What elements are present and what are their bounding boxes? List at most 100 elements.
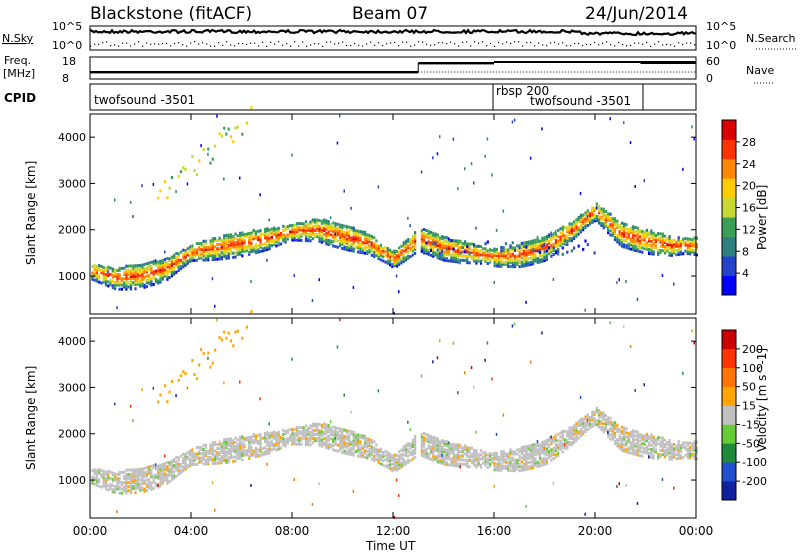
velocity-cell xyxy=(277,439,280,443)
power-cell xyxy=(259,229,262,233)
velocity-cell xyxy=(102,476,105,480)
nsearch-point xyxy=(250,42,252,44)
velocity-cell xyxy=(652,442,655,445)
nsearch-label: N.Search xyxy=(746,32,796,45)
power-cell xyxy=(145,281,148,284)
power-cell xyxy=(166,269,169,273)
power-cell xyxy=(354,239,358,243)
power-cell xyxy=(436,243,439,247)
power-cell xyxy=(554,245,558,249)
power-cell xyxy=(677,248,680,252)
power-cell xyxy=(454,256,458,260)
velocity-cell xyxy=(334,434,337,438)
velocity-cell xyxy=(134,476,137,480)
power-cell xyxy=(543,240,546,244)
power-cell xyxy=(661,242,664,246)
velocity-cell xyxy=(523,458,526,461)
power-cell xyxy=(241,233,244,237)
power-cell xyxy=(593,215,596,219)
power-cell xyxy=(157,266,160,270)
power-cell xyxy=(173,270,176,274)
power-cell xyxy=(579,215,582,219)
velocity-cell xyxy=(200,452,203,456)
power-cell xyxy=(164,268,167,272)
power-cell xyxy=(252,247,255,251)
power-cell xyxy=(475,249,478,253)
power-cell xyxy=(227,256,230,260)
colorbar-swatch xyxy=(722,481,736,501)
power-cell xyxy=(166,196,169,200)
nsearch-point xyxy=(334,43,336,45)
velocity-cell xyxy=(264,433,267,437)
velocity-cell xyxy=(554,434,557,437)
velocity-cell xyxy=(298,442,301,446)
velocity-cell xyxy=(593,421,596,425)
power-cell xyxy=(470,255,473,259)
velocity-cell xyxy=(411,449,414,453)
power-cell xyxy=(173,253,176,257)
power-cell xyxy=(511,254,514,258)
velocity-cell xyxy=(350,410,352,414)
velocity-cell xyxy=(643,451,646,455)
power-cell xyxy=(229,235,233,239)
power-cell xyxy=(93,272,96,276)
velocity-cell xyxy=(693,452,696,456)
power-cell xyxy=(150,260,153,264)
nsearch-point xyxy=(602,42,604,44)
power-cell xyxy=(677,244,680,248)
power-cell xyxy=(648,233,651,237)
velocity-cell xyxy=(225,336,228,340)
power-cell xyxy=(173,260,176,264)
velocity-cell xyxy=(123,481,126,485)
velocity-cell xyxy=(348,440,351,444)
power-cell xyxy=(554,232,558,236)
power-cell xyxy=(211,245,214,249)
velocity-cell xyxy=(164,464,167,468)
power-cell xyxy=(214,144,217,148)
power-cell xyxy=(214,253,217,257)
power-cell xyxy=(273,239,276,243)
power-cell xyxy=(668,253,671,257)
power-cell xyxy=(575,230,578,234)
power-cell xyxy=(659,236,662,240)
velocity-cell xyxy=(389,463,392,467)
power-cell xyxy=(318,233,321,237)
velocity-cell xyxy=(573,428,576,432)
nsearch-point xyxy=(590,44,592,46)
power-cell xyxy=(495,262,498,266)
power-cell xyxy=(695,236,698,240)
power-cell xyxy=(320,240,323,244)
power-cell xyxy=(613,238,617,242)
power-cell xyxy=(598,205,601,208)
velocity-cell xyxy=(175,468,178,472)
power-cell xyxy=(350,236,353,240)
power-cell xyxy=(573,228,576,232)
power-cell xyxy=(234,247,237,251)
power-cell xyxy=(236,253,239,257)
power-cell xyxy=(666,247,669,251)
power-cell xyxy=(114,283,117,286)
velocity-cell xyxy=(554,438,558,442)
power-cell xyxy=(125,283,128,287)
power-cell xyxy=(448,259,451,263)
velocity-cell xyxy=(366,453,369,457)
power-cell xyxy=(638,246,642,249)
power-cell xyxy=(93,278,96,282)
velocity-cell xyxy=(384,464,387,468)
power-cell xyxy=(629,241,632,245)
velocity-cell xyxy=(623,430,626,434)
velocity-cell xyxy=(584,427,587,431)
velocity-cell xyxy=(439,459,442,463)
power-cell xyxy=(459,258,462,262)
power-cell xyxy=(248,232,251,235)
power-cell xyxy=(641,242,644,246)
power-cell xyxy=(134,278,137,282)
velocity-cell xyxy=(454,445,458,449)
velocity-cell xyxy=(177,466,180,470)
power-cell xyxy=(409,238,412,242)
velocity-cell xyxy=(468,465,471,469)
velocity-panel-bg xyxy=(90,318,696,518)
velocity-cell xyxy=(425,449,428,453)
velocity-cell xyxy=(404,443,408,447)
power-cell xyxy=(620,232,623,236)
